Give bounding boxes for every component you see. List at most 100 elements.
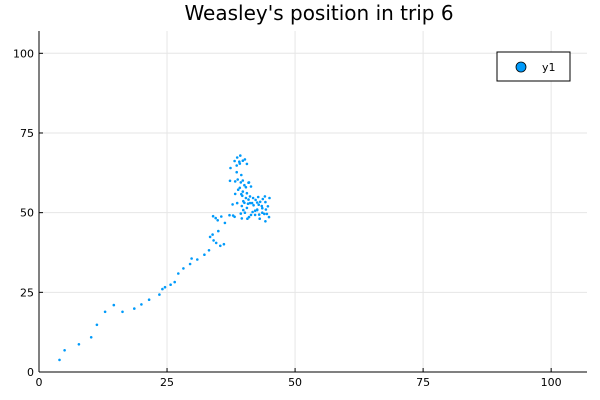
data-point <box>241 190 245 193</box>
y-tick-label: 75 <box>20 127 34 140</box>
legend-marker-y1 <box>515 61 527 73</box>
data-point <box>257 213 261 216</box>
data-point <box>255 208 259 212</box>
data-points <box>58 154 271 362</box>
data-point <box>240 204 244 208</box>
data-point <box>251 210 254 214</box>
data-point <box>211 214 215 218</box>
data-point <box>243 211 247 214</box>
data-point <box>252 204 255 207</box>
data-point <box>173 280 176 284</box>
data-point <box>238 160 241 163</box>
x-tick-label: 100 <box>541 376 562 389</box>
x-tick-label: 0 <box>36 376 43 389</box>
data-point <box>211 233 214 236</box>
data-point <box>58 358 61 362</box>
data-point <box>233 159 236 163</box>
data-point <box>254 198 257 202</box>
data-point <box>140 303 143 306</box>
data-point <box>250 201 254 205</box>
data-point <box>238 186 242 190</box>
data-point <box>236 178 239 181</box>
data-point <box>245 162 249 166</box>
data-point <box>247 215 251 219</box>
legend-box <box>496 51 571 82</box>
data-point <box>219 244 222 248</box>
data-point <box>228 213 231 217</box>
data-point <box>163 285 167 289</box>
data-point <box>264 200 267 204</box>
data-point <box>235 170 238 174</box>
tick-labels: 0 25 50 75 100 0 25 50 75 100 <box>13 47 562 389</box>
data-point <box>240 192 243 196</box>
data-point <box>103 310 107 314</box>
data-point <box>266 205 270 208</box>
x-tick-label: 50 <box>288 376 302 389</box>
data-point <box>256 195 260 199</box>
data-point <box>235 164 238 167</box>
data-point <box>241 179 245 182</box>
data-point <box>220 215 223 218</box>
data-point <box>63 349 66 352</box>
legend-label-y1: y1 <box>542 61 556 74</box>
data-point <box>229 166 232 170</box>
data-point <box>255 201 259 204</box>
data-point <box>253 213 257 217</box>
data-point <box>268 196 271 200</box>
data-point <box>161 287 164 291</box>
data-point <box>203 253 206 256</box>
legend: y1 <box>496 51 571 82</box>
data-point <box>190 257 193 260</box>
data-point <box>212 239 215 242</box>
y-tick-label: 25 <box>20 286 34 299</box>
data-point <box>231 214 235 217</box>
data-point <box>196 258 199 261</box>
data-point <box>248 195 252 198</box>
data-point <box>169 283 172 287</box>
data-point <box>261 197 265 201</box>
data-point <box>242 208 245 212</box>
data-point <box>244 185 248 189</box>
data-point <box>182 267 185 270</box>
data-point <box>177 272 180 275</box>
data-point <box>249 185 253 188</box>
data-point <box>246 202 250 205</box>
y-tick-label: 0 <box>27 366 34 379</box>
chart-title: Weasley's position in trip 6 <box>184 1 453 25</box>
data-point <box>265 212 269 216</box>
data-point <box>258 200 262 204</box>
x-tick-label: 25 <box>160 376 174 389</box>
y-tick-label: 100 <box>13 47 34 60</box>
y-tick-label: 50 <box>20 207 34 220</box>
data-point <box>260 204 264 208</box>
data-point <box>239 181 243 184</box>
data-point <box>263 195 267 198</box>
data-point <box>214 241 218 245</box>
data-point <box>251 196 255 200</box>
data-point <box>267 215 271 219</box>
data-point <box>207 249 211 252</box>
data-point <box>242 199 245 203</box>
data-point <box>241 159 245 162</box>
data-point <box>257 203 261 206</box>
data-point <box>223 221 227 225</box>
data-point <box>188 262 192 266</box>
x-tick-label: 75 <box>416 376 430 389</box>
data-point <box>248 201 252 205</box>
data-point <box>247 181 251 184</box>
data-point <box>95 323 99 327</box>
data-point <box>261 211 264 214</box>
data-point <box>231 203 234 206</box>
data-point <box>264 208 268 211</box>
data-point <box>249 213 253 217</box>
data-point <box>214 216 217 220</box>
data-point <box>77 343 81 346</box>
data-point <box>246 217 249 220</box>
data-point <box>236 188 240 191</box>
data-point <box>264 220 267 223</box>
data-point <box>247 198 250 201</box>
data-point <box>243 158 247 161</box>
data-point <box>261 206 264 210</box>
data-point <box>244 196 248 200</box>
